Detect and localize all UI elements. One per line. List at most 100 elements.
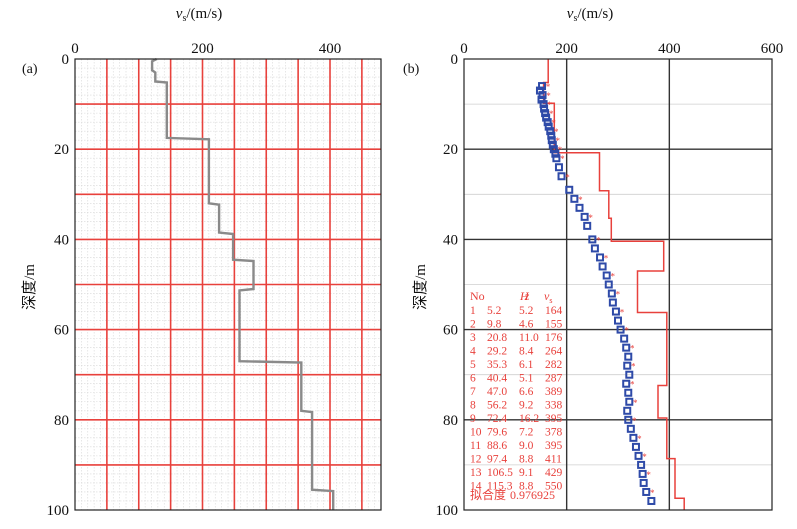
measured-point <box>623 361 632 370</box>
fitted-point: * <box>596 235 601 245</box>
table-cell: 8.8 <box>519 454 534 466</box>
table-cell: 6.6 <box>519 386 534 398</box>
table-header-v: vs <box>544 289 552 305</box>
table-cell: 9.1 <box>519 467 534 479</box>
measured-point <box>637 460 646 469</box>
fitted-point: * <box>631 362 636 372</box>
table-cell: 40.4 <box>487 373 507 385</box>
table-cell: 35.3 <box>487 359 507 371</box>
measured-point <box>624 352 633 361</box>
measured-point <box>580 212 589 221</box>
table-cell: 79.6 <box>487 427 507 439</box>
measured-point <box>547 136 556 145</box>
measured-point <box>611 307 620 316</box>
panel-b-series: *************************** <box>535 59 685 510</box>
table-cell: 5.1 <box>519 373 534 385</box>
measured-point <box>598 262 607 271</box>
measured-point <box>551 149 560 158</box>
measured-point <box>590 244 599 253</box>
measured-point <box>626 424 635 433</box>
y-tick-label: 80 <box>54 413 69 429</box>
table-cell: 56.2 <box>487 400 507 412</box>
measured-point <box>622 379 631 388</box>
table-cell: 164 <box>545 305 563 317</box>
measured-point <box>608 298 617 307</box>
measured-point <box>596 253 605 262</box>
y-tick-label: 80 <box>443 413 458 429</box>
fitted-point: * <box>556 136 561 146</box>
fitted-point: * <box>642 452 647 462</box>
x-tick-label: 400 <box>658 41 681 57</box>
panel-a: (a) vs/(m/s) 0 200 400 0 20 40 60 80 100 <box>22 6 382 519</box>
table-cell: 6 <box>470 373 476 385</box>
table-cell: 395 <box>545 440 563 452</box>
measured-point <box>543 118 552 127</box>
measured-point <box>625 397 634 406</box>
table-cell: 9.2 <box>519 400 534 412</box>
table-cell: 3 <box>470 332 476 344</box>
fitted-point: * <box>610 271 615 281</box>
table-cell: 7 <box>470 386 476 398</box>
table-cell: 16.2 <box>519 413 539 425</box>
measured-point <box>623 406 632 415</box>
table-cell: 176 <box>545 332 563 344</box>
table-cell: 29.2 <box>487 346 507 358</box>
panel-b-x-axis-title: vs/(m/s) <box>567 6 613 24</box>
y-tick-label: 0 <box>62 52 70 68</box>
measured-point <box>538 91 547 100</box>
x-tick-label: 0 <box>460 41 468 57</box>
fitted-point: * <box>546 91 551 101</box>
fitted-point: * <box>549 109 554 119</box>
panel-a-ticks: 0 200 400 0 20 40 60 80 100 <box>47 41 342 519</box>
measured-point <box>620 334 629 343</box>
measured-point <box>544 122 553 131</box>
table-header-v-sub: s <box>549 296 552 305</box>
x-tick-label: 600 <box>761 41 784 57</box>
fitted-point: * <box>546 82 551 92</box>
measured-point <box>539 100 548 109</box>
measured-point <box>624 388 633 397</box>
table-cell: 429 <box>545 467 563 479</box>
measured-point <box>570 194 579 203</box>
measured-point <box>554 163 563 172</box>
y-tick-label: 60 <box>54 323 69 339</box>
x-tick-label: 400 <box>319 41 342 57</box>
table-header-z: z <box>524 289 530 303</box>
panel-b-x-axis-title-main: v <box>567 6 574 22</box>
measured-point <box>642 487 651 496</box>
fitted-point: * <box>624 326 629 336</box>
table-cell: 338 <box>545 400 563 412</box>
x-tick-label: 0 <box>71 41 79 57</box>
y-tick-label: 40 <box>54 232 69 248</box>
panel-a-major-grid <box>75 59 381 510</box>
y-tick-label: 20 <box>443 142 458 158</box>
measured-point <box>575 203 584 212</box>
panel-b-x-axis-title-sub: s <box>573 13 577 24</box>
table-cell: 13 <box>470 467 482 479</box>
measured-point <box>541 109 550 118</box>
table-cell: 8.4 <box>519 346 534 358</box>
measured-point <box>624 415 633 424</box>
table-cell: 395 <box>545 413 563 425</box>
table-cell: 8.8 <box>519 481 534 493</box>
fitted-point: * <box>650 488 655 498</box>
table-cell: 5.2 <box>519 305 534 317</box>
x-tick-label: 200 <box>191 41 214 57</box>
table-cell: 6.1 <box>519 359 534 371</box>
fitted-point: * <box>560 154 565 164</box>
table-rows: 1 5.2 5.2 164 2 9.8 4.6 155 3 20.8 11.0 176 4 29.2 8.4… <box>470 305 563 493</box>
y-tick-label: 20 <box>54 142 69 158</box>
fitted-point: * <box>565 172 570 182</box>
measured-point <box>548 140 557 149</box>
table-cell: 97.4 <box>487 454 507 466</box>
measured-point <box>647 496 656 505</box>
table-cell: 411 <box>545 454 562 466</box>
table-cell: 47.0 <box>487 386 507 398</box>
table-cell: 378 <box>545 427 563 439</box>
measured-point <box>542 113 551 122</box>
fitted-point: * <box>630 380 635 390</box>
y-tick-label: 100 <box>436 503 459 519</box>
measured-point <box>631 442 640 451</box>
measured-point <box>634 451 643 460</box>
